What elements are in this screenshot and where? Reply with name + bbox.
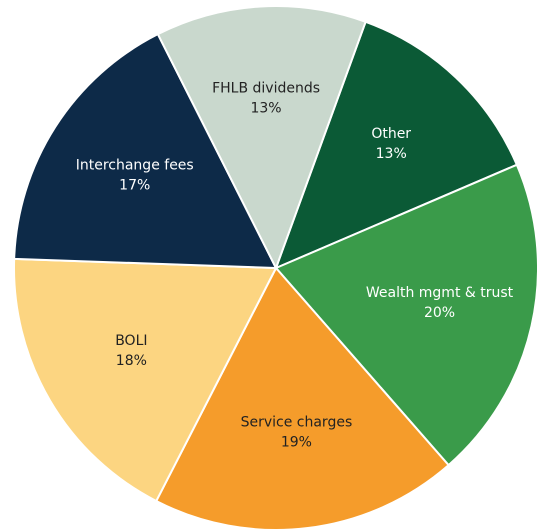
value-label: 20% bbox=[424, 305, 455, 321]
category-label: Service charges bbox=[241, 414, 353, 430]
value-label: 19% bbox=[281, 434, 312, 450]
slice-label: Other 13% bbox=[371, 126, 411, 162]
category-label: FHLB dividends bbox=[212, 81, 320, 97]
slice-label: FHLB dividends 13% bbox=[212, 81, 320, 117]
pie-slice bbox=[154, 266, 450, 531]
pie-slice bbox=[274, 20, 519, 270]
value-label: 13% bbox=[250, 101, 281, 117]
slice-label: Service charges 19% bbox=[241, 414, 353, 450]
pie-slice bbox=[13, 32, 278, 270]
category-label: Wealth mgmt & trust bbox=[366, 285, 514, 301]
value-label: 17% bbox=[119, 178, 150, 194]
pie-slice bbox=[13, 257, 278, 503]
slice-label: BOLI 18% bbox=[115, 333, 147, 369]
category-label: Interchange fees bbox=[76, 158, 194, 174]
value-label: 18% bbox=[116, 353, 147, 369]
pie-slice bbox=[274, 163, 537, 467]
slice-label: Interchange fees 17% bbox=[76, 158, 194, 194]
pie-slice bbox=[156, 5, 367, 271]
category-label: Other bbox=[371, 126, 411, 142]
value-label: 13% bbox=[376, 146, 407, 162]
slice-label: Wealth mgmt & trust 20% bbox=[366, 285, 514, 321]
category-label: BOLI bbox=[115, 333, 147, 349]
